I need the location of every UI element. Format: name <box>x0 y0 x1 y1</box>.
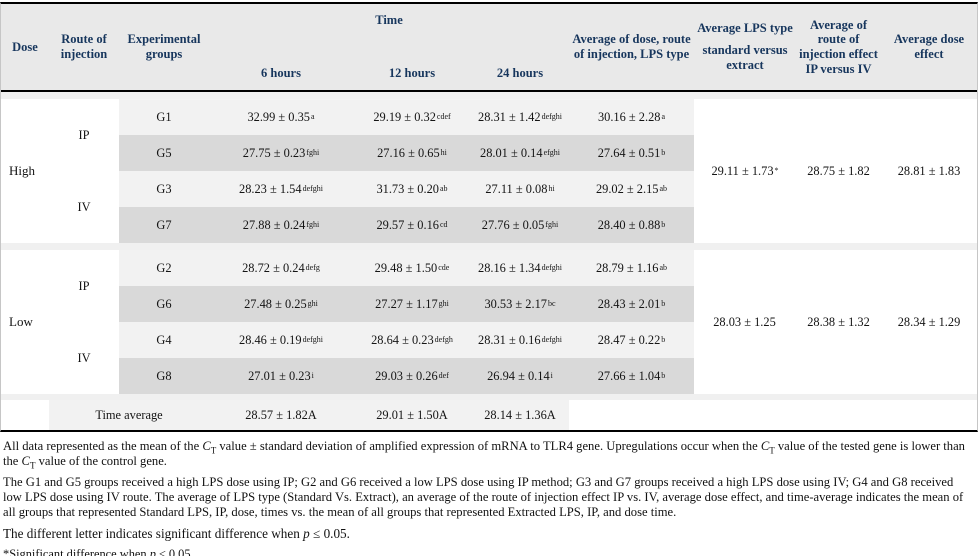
cell-g2-average: 28.79 ± 1.16 ab <box>569 250 694 286</box>
table-footnotes: All data represented as the mean of the … <box>0 432 978 556</box>
cell-g4-average: 28.47 ± 0.22 b <box>569 322 694 358</box>
header-time-block: Time 6 hours 12 hours 24 hours <box>209 4 569 90</box>
cell-g4-12h: 28.64 ± 0.23 defgh <box>353 322 471 358</box>
group-label-g2: G2 <box>119 250 209 286</box>
cell-g5-6h: 27.75 ± 0.23 fghi <box>209 135 353 171</box>
cell-g4-6h: 28.46 ± 0.19 defghi <box>209 322 353 358</box>
route-label-low-ip: IP <box>78 278 90 293</box>
cell-g7-24h: 27.76 ± 0.05 fghi <box>471 207 569 243</box>
time-average-label: Time average <box>49 400 209 430</box>
row-separator <box>1 394 977 400</box>
header-average-route-effect: Average of route of injection effect IP … <box>799 17 878 76</box>
group-label-g4: G4 <box>119 322 209 358</box>
cell-g8-24h: 26.94 ± 0.14 i <box>471 358 569 394</box>
footnote-data-description: All data represented as the mean of the … <box>3 439 965 471</box>
header-12-hours: 12 hours <box>388 66 436 81</box>
cell-time-average-6h: 28.57 ± 1.82A <box>209 400 353 430</box>
group-label-g6: G6 <box>119 286 209 322</box>
cell-g3-24h: 27.11 ± 0.08 hi <box>471 171 569 207</box>
cell-low-average-route: 28.38 ± 1.32 <box>807 314 870 329</box>
header-average-dose-effect: Average dose effect <box>893 32 965 61</box>
route-label-high-iv: IV <box>77 199 91 214</box>
table-body: High IP IV G1 32.99 ± 0.35 a 29.19 ± 0.32… <box>1 92 977 430</box>
header-average-lps-type-line2: standard versus extract <box>702 43 788 72</box>
header-average-lps-type: Average LPS type standard versus extract <box>694 4 796 90</box>
cell-high-average-route: 28.75 ± 1.82 <box>807 163 870 178</box>
cell-g3-average: 29.02 ± 2.15 ab <box>569 171 694 207</box>
group-label-g8: G8 <box>119 358 209 394</box>
footnote-asterisk-significance: *Significant difference when p ≤ 0.05. <box>3 546 194 556</box>
header-average-dose-route-lps: Average of dose, route of injection, LPS… <box>572 32 691 61</box>
cell-g2-6h: 28.72 ± 0.24 defg <box>209 250 353 286</box>
cell-g5-12h: 27.16 ± 0.65 hi <box>353 135 471 171</box>
dose-label-low: Low <box>1 250 49 394</box>
cell-g8-average: 27.66 ± 1.04 b <box>569 358 694 394</box>
cell-g4-24h: 28.31 ± 0.16 defghi <box>471 322 569 358</box>
cell-g7-12h: 29.57 ± 0.16 cd <box>353 207 471 243</box>
header-6-hours: 6 hours <box>261 66 301 81</box>
cell-g8-6h: 27.01 ± 0.23 i <box>209 358 353 394</box>
group-label-g1: G1 <box>119 99 209 135</box>
header-average-lps-type-line1: Average LPS type <box>697 21 793 36</box>
cell-g6-6h: 27.48 ± 0.25 ghi <box>209 286 353 322</box>
cell-high-average-dose: 28.81 ± 1.83 <box>897 163 961 178</box>
cell-g7-average: 28.40 ± 0.88 b <box>569 207 694 243</box>
table-header: Dose Route of injection Experimental gro… <box>1 4 977 92</box>
footnote-letter-significance: The different letter indicates significa… <box>3 525 350 541</box>
cell-g2-12h: 29.48 ± 1.50 cde <box>353 250 471 286</box>
route-label-low-iv: IV <box>77 350 91 365</box>
cell-low-average-lps: 28.03 ± 1.25 <box>713 314 776 329</box>
route-label-high-ip: IP <box>78 127 90 142</box>
cell-g2-24h: 28.16 ± 1.34 defghi <box>471 250 569 286</box>
cell-g6-24h: 30.53 ± 2.17 bc <box>471 286 569 322</box>
cell-g6-12h: 27.27 ± 1.17 ghi <box>353 286 471 322</box>
row-separator <box>1 243 977 250</box>
group-label-g5: G5 <box>119 135 209 171</box>
header-24-hours: 24 hours <box>496 66 544 81</box>
cell-g1-24h: 28.31 ± 1.42 defghi <box>471 99 569 135</box>
dose-label-high: High <box>1 99 49 243</box>
header-time-subcolumns: 6 hours 12 hours 24 hours <box>209 66 569 81</box>
header-dose: Dose <box>12 39 38 54</box>
cell-g1-average: 30.16 ± 2.28 a <box>569 99 694 135</box>
footnote-groups-description: The G1 and G5 groups received a high LPS… <box>3 474 964 520</box>
cell-g5-average: 27.64 ± 0.51 b <box>569 135 694 171</box>
cell-high-average-lps: 29.11 ± 1.73 * <box>711 163 779 178</box>
cell-g3-12h: 31.73 ± 0.20 ab <box>353 171 471 207</box>
cell-time-average-24h: 28.14 ± 1.36A <box>471 400 569 430</box>
cell-g5-24h: 28.01 ± 0.14 efghi <box>471 135 569 171</box>
cell-g1-6h: 32.99 ± 0.35 a <box>209 99 353 135</box>
cell-g8-12h: 29.03 ± 0.26 def <box>353 358 471 394</box>
header-time: Time <box>375 13 403 27</box>
cell-g1-12h: 29.19 ± 0.32 cdef <box>353 99 471 135</box>
group-label-g3: G3 <box>119 171 209 207</box>
cell-g6-average: 28.43 ± 2.01 b <box>569 286 694 322</box>
cell-time-average-12h: 29.01 ± 1.50A <box>353 400 471 430</box>
header-experimental-groups: Experimental groups <box>127 32 201 61</box>
cell-g7-6h: 27.88 ± 0.24 fghi <box>209 207 353 243</box>
cell-low-average-dose: 28.34 ± 1.29 <box>897 314 961 329</box>
row-separator <box>1 92 977 99</box>
cell-g3-6h: 28.23 ± 1.54 defghi <box>209 171 353 207</box>
results-table: Dose Route of injection Experimental gro… <box>0 2 978 432</box>
group-label-g7: G7 <box>119 207 209 243</box>
header-route-of-injection: Route of injection <box>60 32 108 61</box>
